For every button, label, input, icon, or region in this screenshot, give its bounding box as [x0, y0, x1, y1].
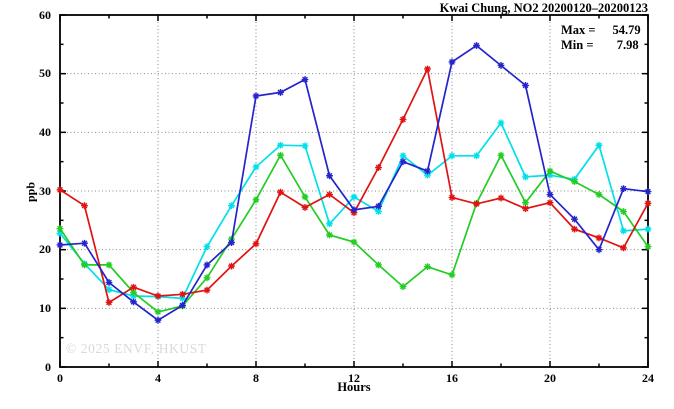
y-tick-label: 60: [39, 7, 51, 22]
y-tick-label: 20: [39, 242, 51, 257]
y-tick-label: 40: [39, 124, 51, 139]
x-tick-label: 12: [348, 371, 360, 385]
y-axis-title: ppb: [23, 181, 38, 203]
min-value: 7.98: [616, 37, 639, 52]
max-label: Max =: [561, 23, 599, 37]
x-tick-label: 4: [155, 371, 161, 385]
max-stat-line: Max = 54.79: [561, 23, 641, 38]
x-tick-label: 0: [57, 371, 63, 385]
x-axis-title: Hours: [337, 380, 371, 394]
x-tick-label: 20: [544, 371, 556, 385]
y-tick-label: 0: [45, 359, 51, 374]
y-tick-label: 50: [39, 66, 51, 81]
x-tick-label: 16: [446, 371, 458, 385]
x-tick-label: 24: [642, 371, 654, 385]
blue-line-markers: [56, 42, 652, 324]
chart-title: Kwai Chung, NO2 20200120–20200123: [439, 1, 648, 15]
red-line-markers: [56, 65, 652, 306]
watermark: © 2025 ENVF, HKUST: [66, 341, 207, 356]
min-label: Min =: [561, 37, 597, 52]
cyan-line-markers: [56, 119, 652, 302]
blue-line: [59, 44, 649, 322]
max-value: 54.79: [612, 23, 641, 37]
y-tick-label: 10: [39, 300, 51, 315]
min-stat-line: Min = 7.98: [561, 38, 641, 53]
stats-box: Max = 54.79 Min = 7.98: [561, 23, 641, 52]
y-tick-label: 30: [39, 183, 51, 198]
x-tick-label: 8: [253, 371, 259, 385]
